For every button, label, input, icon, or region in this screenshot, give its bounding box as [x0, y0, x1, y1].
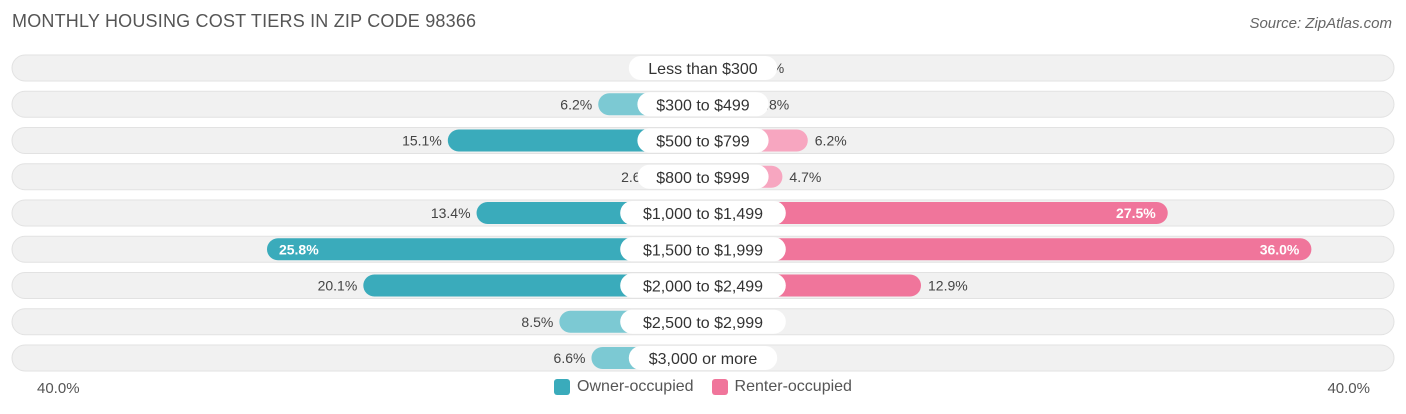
category-label: Less than $300: [648, 61, 758, 78]
data-label-owner: 8.5%: [521, 314, 553, 330]
data-label-owner: 20.1%: [318, 278, 358, 294]
category-label: $800 to $999: [656, 170, 750, 187]
category-pill: [637, 164, 769, 189]
category-pill: [628, 56, 778, 80]
category-pill: [637, 128, 769, 153]
category-pill: [628, 346, 778, 370]
category-label: $500 to $799: [656, 134, 750, 151]
legend-label-renter: Renter-occupied: [734, 378, 852, 395]
bar-owner-occupied: [266, 238, 703, 261]
legend-label-owner: Owner-occupied: [577, 378, 694, 395]
axis-left-label: 40.0%: [37, 380, 80, 397]
category-pill: [620, 273, 786, 298]
category-pill: [637, 92, 769, 117]
chart-legend: Owner-occupied Renter-occupied: [0, 378, 1406, 396]
data-label-renter: 4.7%: [789, 169, 821, 185]
category-label: $1,500 to $1,999: [643, 242, 763, 259]
category-label: $2,000 to $2,499: [643, 279, 763, 296]
data-label-renter: 36.0%: [1260, 241, 1300, 257]
category-pill: [620, 201, 786, 225]
data-label-renter: 6.2%: [815, 133, 847, 149]
axis-right-label: 40.0%: [1327, 380, 1370, 397]
data-label-owner: 25.8%: [279, 241, 319, 257]
bar-renter-occupied: [703, 202, 1168, 224]
legend-item-renter: Renter-occupied: [711, 378, 852, 396]
category-label: $3,000 or more: [649, 351, 758, 368]
category-label: $300 to $499: [656, 97, 750, 114]
category-pill: [620, 309, 786, 334]
category-pill: [620, 237, 786, 262]
data-label-renter: 27.5%: [1116, 205, 1156, 221]
data-label-owner: 6.6%: [554, 350, 586, 366]
data-label-renter: 12.9%: [928, 278, 968, 294]
legend-swatch-renter: [711, 379, 728, 395]
chart-source: Source: ZipAtlas.com: [1249, 15, 1392, 32]
data-label-owner: 13.4%: [431, 205, 471, 221]
category-label: $1,000 to $1,499: [643, 206, 763, 223]
category-label: $2,500 to $2,999: [643, 315, 763, 332]
chart-title: MONTHLY HOUSING COST TIERS IN ZIP CODE 9…: [12, 11, 477, 31]
legend-swatch-owner: [554, 379, 571, 395]
bar-renter-occupied: [703, 238, 1312, 261]
data-label-owner: 6.2%: [560, 96, 592, 112]
legend-item-owner: Owner-occupied: [554, 378, 694, 396]
data-label-owner: 15.1%: [402, 133, 442, 149]
bar-owner-occupied: [363, 274, 703, 297]
